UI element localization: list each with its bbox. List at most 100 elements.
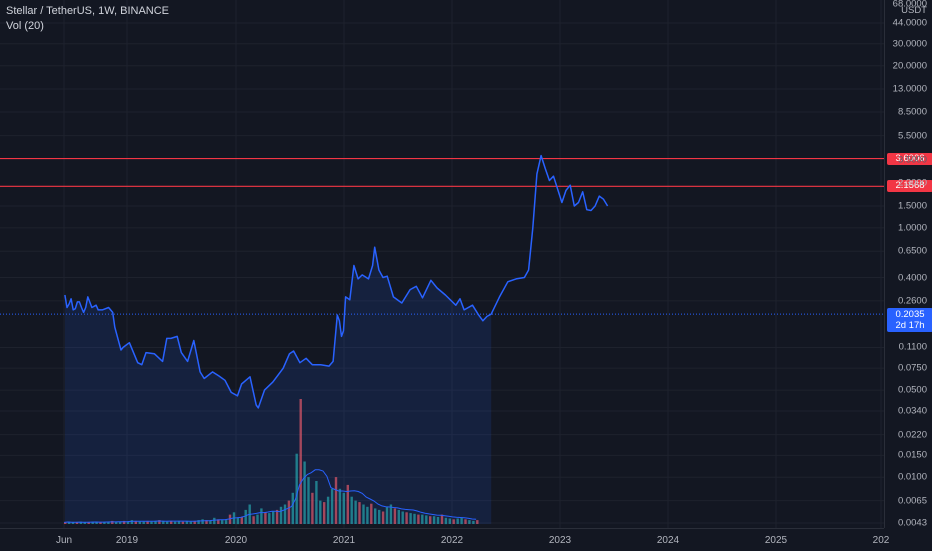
price-tick-label: 30.0000: [892, 38, 927, 50]
volume-bar: [393, 508, 397, 524]
volume-bar: [401, 511, 404, 524]
volume-bar: [134, 520, 137, 524]
current-price-value: 0.2035: [895, 309, 925, 321]
volume-ma-line: [63, 469, 477, 523]
volume-bar: [122, 520, 126, 524]
volume-bar: [405, 512, 408, 524]
price-tick-label: 0.0150: [897, 449, 927, 461]
volume-bar: [162, 520, 165, 524]
bar-countdown: 2d 17h: [895, 320, 925, 332]
price-tick-label: 44.0000: [892, 17, 927, 29]
volume-bar: [346, 484, 349, 524]
time-tick-label: Jun: [55, 535, 73, 546]
volume-bar: [170, 520, 173, 524]
volume-bar: [432, 516, 436, 524]
volume-bar: [460, 517, 463, 525]
volume-bar: [79, 521, 83, 524]
volume-bar: [138, 521, 141, 524]
time-tick-label: 2022: [440, 535, 464, 546]
volume-bar: [64, 522, 67, 524]
volume-bar: [107, 521, 110, 524]
volume-bar: [421, 514, 424, 524]
volume-bar: [468, 520, 471, 524]
volume-bar: [185, 520, 189, 524]
volume-bar: [209, 520, 212, 524]
volume-bar: [299, 399, 302, 524]
volume-bar: [354, 500, 357, 524]
price-tick-label: 20.0000: [892, 60, 927, 72]
volume-bar: [75, 522, 79, 524]
level-badge-upper: 3.6006: [887, 152, 932, 165]
volume-bar: [142, 521, 145, 524]
time-axis[interactable]: Jun 2019 2020 2021 2022 2023 2024 2025 202: [0, 528, 889, 551]
volume-bar: [358, 502, 361, 524]
volume-bar: [268, 513, 271, 524]
volume-bar: [87, 522, 90, 524]
price-tick-label: 0.6500: [897, 245, 927, 257]
volume-bar: [409, 513, 412, 524]
price-tick-label: 0.0750: [897, 362, 927, 374]
volume-bar: [452, 519, 455, 524]
volume-bar: [350, 496, 353, 524]
volume-bar: [330, 488, 334, 524]
volume-bar: [283, 504, 287, 524]
price-chart[interactable]: [0, 0, 884, 528]
volume-bar: [228, 514, 232, 524]
volume-bar: [323, 502, 326, 524]
volume-bar: [472, 520, 475, 524]
volume-bar: [440, 514, 444, 524]
price-tick-label-top: 68.0000: [892, 0, 927, 10]
volume-bar: [378, 509, 381, 524]
volume-bar: [334, 477, 338, 524]
price-tick-label: 0.0043: [897, 517, 927, 529]
volume-bar: [166, 521, 169, 524]
volume-bar: [67, 521, 71, 524]
volume-indicator-label[interactable]: Vol (20): [6, 20, 44, 32]
volume-bar: [385, 506, 389, 524]
price-tick-label: 0.0065: [897, 495, 927, 507]
volume-bar: [315, 481, 318, 524]
volume-bar: [201, 519, 204, 524]
price-tick-label: 3.5000: [897, 154, 927, 166]
volume-bar: [374, 508, 377, 524]
price-tick-label: 0.0500: [897, 384, 927, 396]
price-axis-unit: USDT: [901, 5, 927, 16]
time-tick-label: 2020: [224, 535, 248, 546]
volume-bar: [326, 496, 330, 524]
volume-bar: [444, 517, 448, 525]
volume-bar: [181, 521, 185, 524]
volume-bar: [83, 522, 86, 524]
volume-bar: [252, 516, 255, 524]
volume-bar: [126, 521, 130, 524]
price-tick-label: 1.0000: [897, 222, 927, 234]
price-tick-label: 0.0220: [897, 429, 927, 441]
volume-bar: [91, 521, 94, 524]
volume-bar: [217, 519, 220, 524]
volume-bar: [213, 517, 216, 525]
volume-bar: [370, 503, 373, 524]
volume-bar: [448, 518, 451, 524]
time-tick-label: 2025: [764, 535, 788, 546]
volume-bar: [111, 520, 114, 524]
volume-bar: [436, 517, 440, 524]
volume-bar: [150, 521, 153, 524]
volume-bar: [244, 509, 247, 524]
volume-bar: [260, 508, 263, 524]
volume-bar: [413, 513, 416, 524]
volume-bar: [256, 514, 259, 524]
volume-bar: [287, 500, 291, 524]
volume-bar: [189, 521, 192, 524]
volume-bar: [303, 461, 306, 524]
volume-bar: [366, 506, 369, 524]
symbol-title[interactable]: Stellar / TetherUS, 1W, BINANCE: [6, 5, 170, 17]
time-tick-label: 202: [872, 535, 890, 546]
price-axis[interactable]: USDT 3.6006 2.1568 0.2035 2d 17h 44.0000…: [884, 0, 932, 529]
volume-bar: [362, 504, 365, 524]
price-tick-label: 0.2600: [897, 295, 927, 307]
price-tick-label: 8.5000: [897, 106, 927, 118]
volume-bar: [425, 515, 428, 524]
volume-bar: [275, 509, 279, 524]
volume-bar: [154, 520, 157, 524]
price-tick-label: 5.5000: [897, 130, 927, 142]
price-tick-label: 0.4000: [897, 272, 927, 284]
